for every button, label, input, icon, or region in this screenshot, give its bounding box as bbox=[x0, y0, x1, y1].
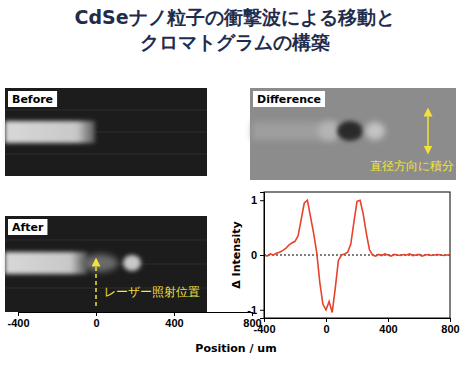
title: CdSeナノ粒子の衝撃波による移動と bbox=[74, 6, 394, 28]
difference-light-right bbox=[365, 122, 385, 140]
x-tick-label: 0 bbox=[323, 323, 329, 335]
y-tick: -1 bbox=[247, 304, 264, 316]
difference-image bbox=[250, 88, 456, 180]
x-tick-mark bbox=[96, 312, 97, 316]
x-tick-mark bbox=[450, 318, 451, 322]
panel-label-text: After bbox=[12, 221, 44, 234]
x-tick-mark bbox=[388, 318, 389, 322]
y-tick-mark bbox=[260, 310, 264, 311]
y-tick-label: 1 bbox=[251, 194, 257, 206]
before-image bbox=[5, 88, 207, 176]
x-axis: -400 0 400 800 bbox=[253, 318, 459, 335]
image-x-axis-line bbox=[19, 313, 253, 317]
x-tick: 400 bbox=[379, 318, 397, 335]
plot-area bbox=[264, 200, 450, 312]
y-tick: 0 bbox=[251, 249, 264, 261]
x-tick: 400 bbox=[165, 312, 183, 329]
laser-arrow bbox=[95, 262, 97, 306]
panel-label-text: Difference bbox=[257, 93, 321, 106]
panel-label-text: Before bbox=[12, 93, 53, 106]
plot-frame bbox=[264, 192, 450, 318]
data-line bbox=[264, 200, 450, 312]
x-tick-label: 400 bbox=[165, 317, 183, 329]
x-axis-title: Position / um bbox=[195, 342, 276, 355]
y-tick-label: 0 bbox=[251, 249, 257, 261]
panel-label-box bbox=[8, 91, 57, 107]
after-tail bbox=[82, 254, 118, 272]
annotation: 直径方向に積分 bbox=[370, 159, 454, 173]
x-tick-label: -400 bbox=[7, 317, 29, 329]
diameter-arrow bbox=[427, 112, 429, 150]
figure: CdSeナノ粒子の衝撃波による移動とクロマトグラムの構築 Before After D… bbox=[0, 0, 469, 380]
x-tick: 0 bbox=[93, 312, 99, 329]
x-tick: -400 bbox=[7, 312, 29, 329]
y-axis-line bbox=[260, 193, 265, 319]
after-band bbox=[5, 252, 87, 274]
y-tick-mark bbox=[260, 255, 264, 256]
title: クロマトグラムの構築 bbox=[140, 31, 330, 53]
y-axis: -1 0 1 bbox=[247, 193, 264, 319]
y-tick-label: -1 bbox=[247, 304, 257, 316]
x-tick-mark bbox=[326, 318, 327, 322]
image-x-axis: -4000400800 bbox=[7, 312, 261, 329]
y-tick: 1 bbox=[251, 194, 264, 206]
annotation: レーザー照射位置 bbox=[104, 285, 200, 299]
y-tick-mark bbox=[260, 200, 264, 201]
x-tick: 800 bbox=[441, 318, 459, 335]
image-stripe bbox=[5, 110, 207, 111]
chart-root: CdSeナノ粒子の衝撃波による移動とクロマトグラムの構築 Before After D… bbox=[0, 0, 469, 380]
panel-label-box bbox=[8, 219, 47, 235]
panel-label-box bbox=[253, 91, 325, 107]
x-axis-line bbox=[265, 319, 451, 323]
panel-label: Difference bbox=[253, 91, 325, 107]
after-blob bbox=[123, 255, 141, 271]
image-stripe bbox=[5, 154, 207, 155]
after-image bbox=[5, 216, 207, 312]
x-tick-label: 400 bbox=[379, 323, 397, 335]
x-tick-mark bbox=[18, 312, 19, 316]
panel-label: Before bbox=[8, 91, 57, 107]
x-tick-label: 800 bbox=[441, 323, 459, 335]
x-tick: 0 bbox=[323, 318, 329, 335]
y-axis-title: Δ Intensity bbox=[230, 221, 243, 289]
x-tick-mark bbox=[174, 312, 175, 316]
panel-label: After bbox=[8, 219, 47, 235]
image-stripe bbox=[5, 240, 207, 241]
before-band bbox=[5, 121, 95, 143]
difference-dark bbox=[337, 121, 363, 141]
x-tick-label: -400 bbox=[253, 323, 275, 335]
x-tick-label: 0 bbox=[93, 317, 99, 329]
x-tick: -400 bbox=[253, 318, 275, 335]
